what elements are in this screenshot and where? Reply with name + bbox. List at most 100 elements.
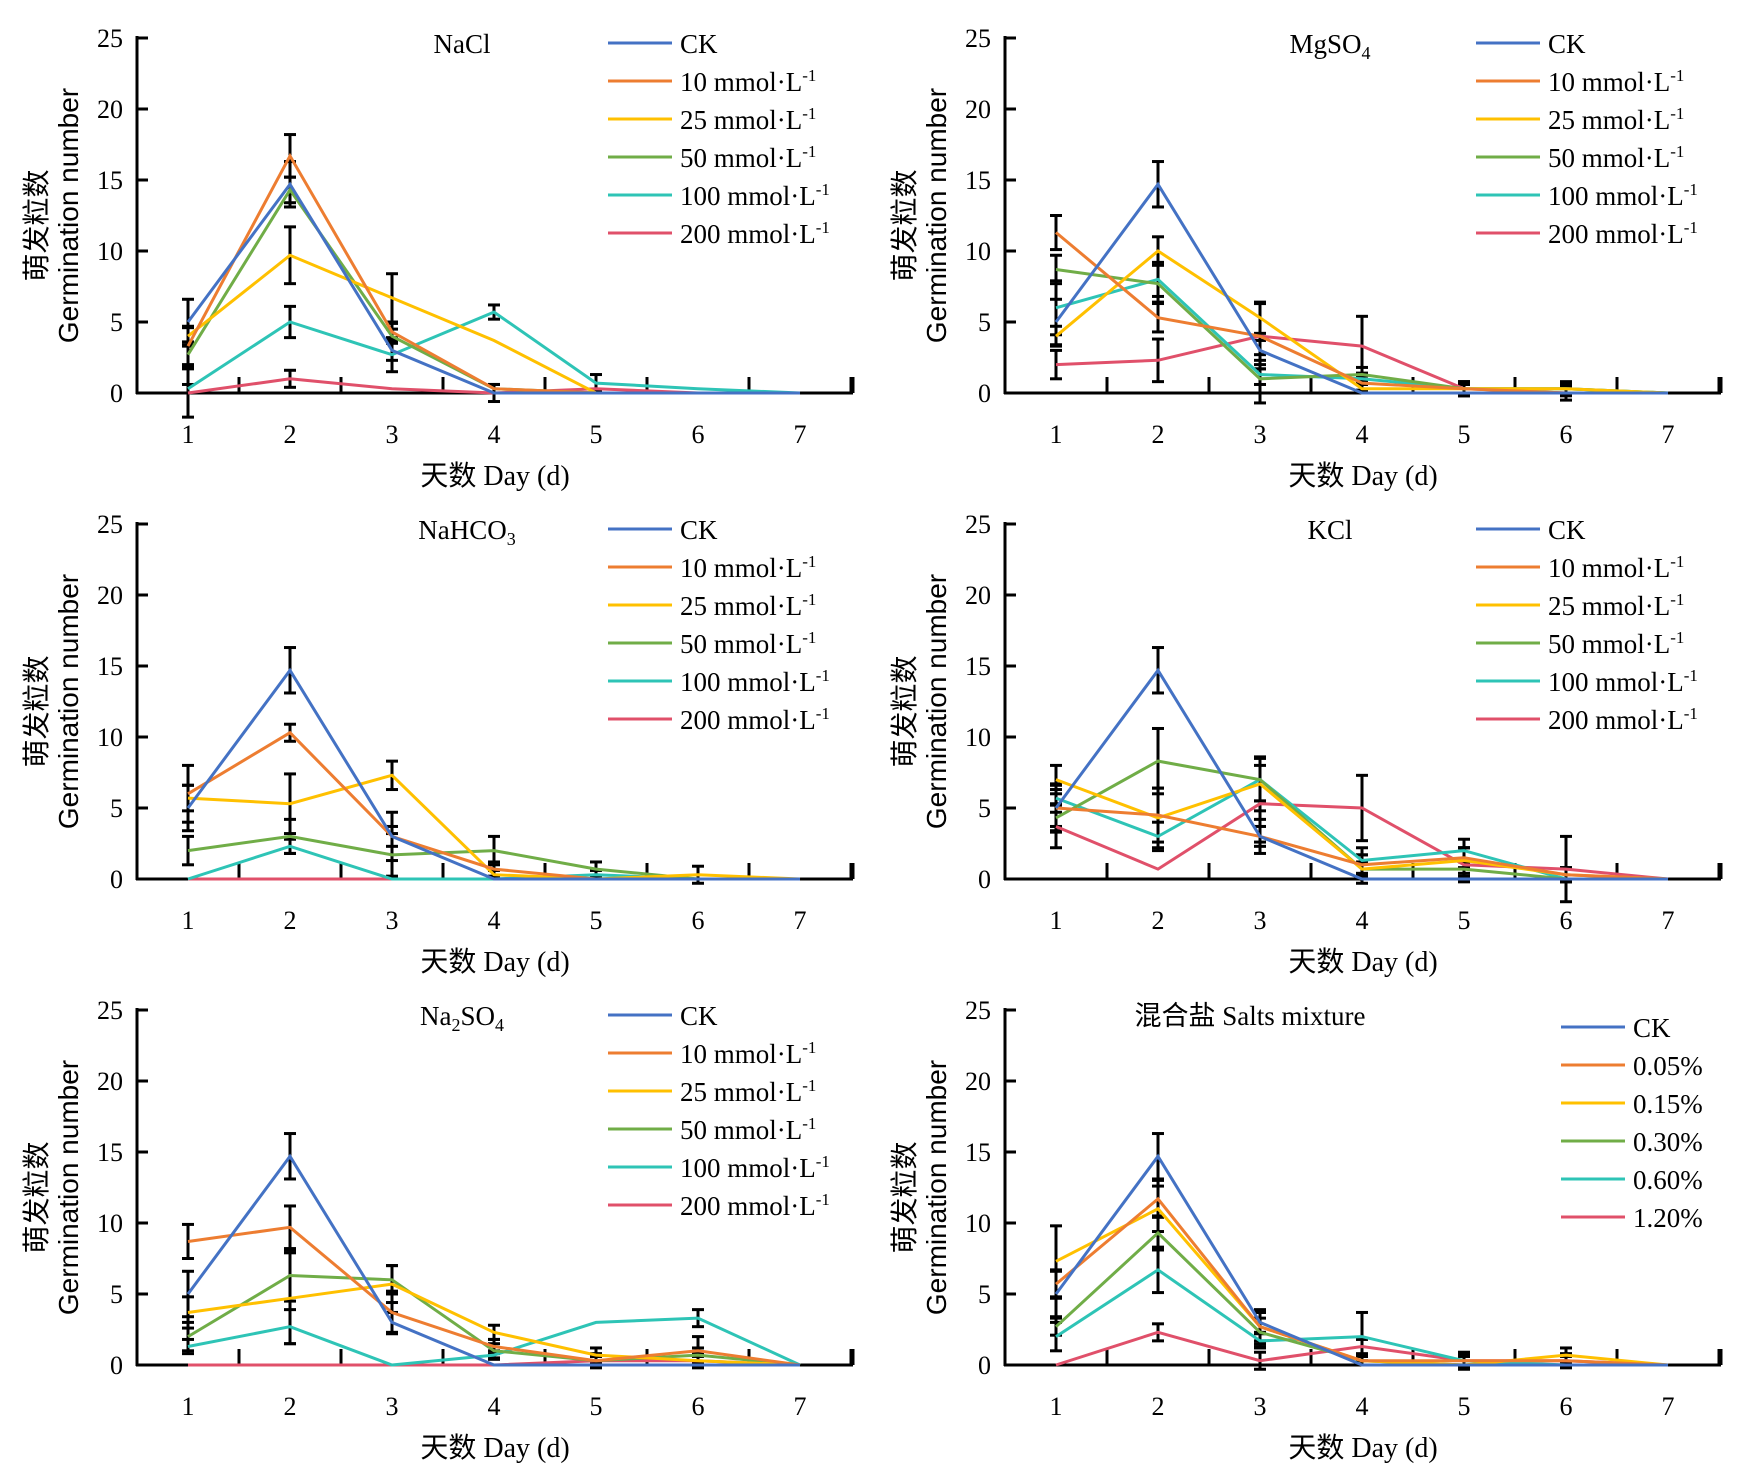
data-point [696,1349,700,1353]
y-tick-label: 10 [965,723,991,752]
data-point [1156,813,1160,817]
legend-label: 50 mmol·L-1 [680,628,816,659]
legend-label: CK [680,515,718,545]
data-point [1360,373,1364,377]
x-axis-title: 天数 Day (d) [1288,460,1437,492]
legend-item: 10 mmol·L-1 [1476,66,1684,97]
legend-label-text: 100 mmol·L [1548,667,1684,697]
x-tick-label: 2 [284,906,297,935]
x-tick-label: 4 [1356,906,1369,935]
series-line-1 [1055,1196,1669,1367]
data-point [1054,231,1058,235]
panel-title-text: NaCl [434,29,491,59]
data-point [1054,1282,1058,1286]
data-point [1156,1207,1160,1211]
legend-label-text: 10 mmol·L [1548,553,1670,583]
y-tick-label: 25 [965,510,991,539]
data-point [1054,816,1058,820]
data-point [288,377,292,381]
legend-label-text: 100 mmol·L [1548,181,1684,211]
x-tick-label: 4 [1356,1392,1369,1421]
y-tick-label: 15 [965,1138,991,1167]
series-line-0 [1054,667,1668,881]
x-tick-label: 4 [488,906,501,935]
legend-label-text: 200 mmol·L [1548,219,1684,249]
legend-item: 0.05% [1561,1051,1703,1081]
chart-panel-3: 0 5 10 15 20 25 1 2 3 4 5 6 7 天数 Day (d) 萌发粒数 Germinati… [21,510,855,978]
panel-title-subscript: 4 [1362,43,1371,63]
data-point [1462,387,1466,391]
data-point [1462,1359,1466,1363]
legend-item: 25 mmol·L-1 [608,590,816,621]
legend-item: 50 mmol·L-1 [608,1114,816,1145]
data-point [1156,1268,1160,1272]
legend-item: 10 mmol·L-1 [608,1038,816,1069]
legend-label-text: 200 mmol·L [680,705,816,735]
x-tick-label: 1 [182,906,195,935]
legend-label: 0.30% [1633,1127,1703,1157]
data-point [1054,320,1058,324]
data-point [390,334,394,338]
legend-label-superscript: -1 [802,552,816,571]
legend-label: 50 mmol·L-1 [1548,142,1684,173]
legend-label-superscript: -1 [802,104,816,123]
data-point [1258,834,1262,838]
data-point [1462,849,1466,853]
legend-item: CK [608,29,718,59]
legend-label-superscript: -1 [1670,590,1684,609]
legend-label: CK [1633,1013,1671,1043]
legend-label-superscript: -1 [816,666,830,685]
legend-item: 0.15% [1561,1089,1703,1119]
data-point [390,1363,394,1367]
data-point [1054,334,1058,338]
data-point [594,387,598,391]
panel-title-subscript: 3 [507,529,516,549]
legend-label-superscript: -1 [1670,66,1684,85]
data-point [186,334,190,338]
data-point [1666,1363,1670,1367]
y-tick-label: 25 [97,510,123,539]
data-point [1360,877,1364,881]
legend-label-superscript: -1 [802,66,816,85]
data-point [1258,782,1262,786]
legend-item: 100 mmol·L-1 [608,666,830,697]
data-point [288,1363,292,1367]
x-axis-title: 天数 Day (d) [420,946,569,978]
legend-item: 100 mmol·L-1 [1476,666,1698,697]
series-line-1 [1055,806,1669,881]
legend-label-text: 100 mmol·L [680,667,816,697]
x-tick-label: 6 [1560,906,1573,935]
x-tick-label: 1 [1050,420,1063,449]
x-tick-label: 1 [182,420,195,449]
data-point [1462,856,1466,860]
legend-item: 50 mmol·L-1 [608,142,816,173]
data-point [1156,668,1160,672]
data-point [288,802,292,806]
data-point [186,1292,190,1296]
x-tick-label: 2 [1152,1392,1165,1421]
x-axis-title: 天数 Day (d) [1288,946,1437,978]
legend-label-text: 200 mmol·L [1548,705,1684,735]
data-point [288,668,292,672]
data-point [390,353,394,357]
data-point [492,1330,496,1334]
y-tick-label: 5 [110,794,123,823]
legend-label-superscript: -1 [816,704,830,723]
panel-title-subscript: 2 [451,1015,460,1035]
legend-label: 25 mmol·L-1 [1548,104,1684,135]
panel-title: NaCl [434,29,491,59]
x-tick-label: 7 [794,906,807,935]
legend-item: 25 mmol·L-1 [608,1076,816,1107]
legend-item: 100 mmol·L-1 [1476,180,1698,211]
series-line-0 [186,667,800,881]
legend-item: 200 mmol·L-1 [608,1190,830,1221]
panel-title: MgSO4​ [1289,29,1370,63]
legend-label: 200 mmol·L-1 [680,1190,830,1221]
y-tick-label: 15 [97,1138,123,1167]
series-line-2 [1055,249,1669,395]
legend-item: 25 mmol·L-1 [1476,104,1684,135]
legend-label-text: 10 mmol·L [1548,67,1670,97]
data-point [1564,1359,1568,1363]
